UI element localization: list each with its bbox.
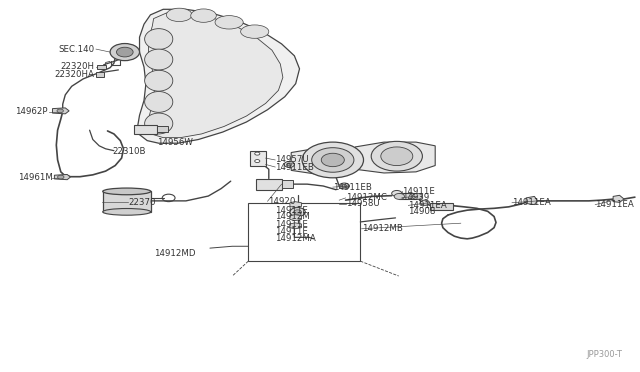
Circle shape xyxy=(312,148,354,172)
Text: 14911E: 14911E xyxy=(275,206,308,215)
Polygon shape xyxy=(613,195,624,202)
Text: 14911E: 14911E xyxy=(275,220,308,229)
Ellipse shape xyxy=(145,29,173,49)
Text: 14911EA: 14911EA xyxy=(512,198,551,207)
Bar xyxy=(157,126,168,132)
Circle shape xyxy=(290,208,305,217)
Polygon shape xyxy=(148,13,283,138)
Ellipse shape xyxy=(215,16,243,29)
Circle shape xyxy=(58,175,64,179)
Circle shape xyxy=(342,185,347,187)
Text: 14912M: 14912M xyxy=(275,212,310,221)
Text: 14939: 14939 xyxy=(402,193,429,202)
Text: SEC.140: SEC.140 xyxy=(59,45,95,54)
Text: 14911EA: 14911EA xyxy=(408,201,447,210)
Polygon shape xyxy=(290,215,301,221)
Circle shape xyxy=(110,44,140,61)
Bar xyxy=(97,65,106,69)
Text: 14908: 14908 xyxy=(408,207,436,216)
Text: 14911E: 14911E xyxy=(275,227,308,236)
Bar xyxy=(430,203,453,210)
Circle shape xyxy=(420,200,429,205)
Circle shape xyxy=(57,109,63,113)
Polygon shape xyxy=(52,108,69,114)
Ellipse shape xyxy=(166,8,192,22)
Bar xyxy=(134,125,157,134)
Text: 14911EB: 14911EB xyxy=(275,163,314,171)
Text: 14911EA: 14911EA xyxy=(595,200,634,209)
Polygon shape xyxy=(290,202,301,208)
Ellipse shape xyxy=(145,49,173,70)
Bar xyxy=(102,191,150,212)
Bar xyxy=(399,193,417,199)
Text: 14958U: 14958U xyxy=(346,199,380,208)
Circle shape xyxy=(371,141,422,171)
Ellipse shape xyxy=(191,9,216,22)
Bar xyxy=(248,203,360,261)
Polygon shape xyxy=(355,142,435,173)
Text: 14911E: 14911E xyxy=(402,187,435,196)
Text: 14912MC: 14912MC xyxy=(346,193,387,202)
Text: 14912MD: 14912MD xyxy=(154,249,195,258)
Ellipse shape xyxy=(145,92,173,112)
Circle shape xyxy=(321,153,344,167)
Bar xyxy=(250,151,266,166)
Text: 22320HA: 22320HA xyxy=(55,70,95,79)
Bar xyxy=(256,179,282,190)
Polygon shape xyxy=(526,196,538,205)
Polygon shape xyxy=(138,9,300,143)
Text: JPP300-T: JPP300-T xyxy=(586,350,622,359)
Circle shape xyxy=(339,183,349,189)
Text: 14912MA: 14912MA xyxy=(275,234,316,243)
Bar xyxy=(282,180,293,188)
Text: 14956W: 14956W xyxy=(157,138,193,147)
Text: 14957U: 14957U xyxy=(275,155,309,164)
Ellipse shape xyxy=(241,25,269,38)
Circle shape xyxy=(381,147,413,166)
Text: 14961M: 14961M xyxy=(18,173,52,182)
Polygon shape xyxy=(54,174,70,180)
Text: 22310B: 22310B xyxy=(112,147,145,156)
Text: 14911EB: 14911EB xyxy=(333,183,372,192)
Bar xyxy=(96,72,104,77)
Circle shape xyxy=(412,193,422,199)
Ellipse shape xyxy=(102,188,151,195)
Text: 22320H: 22320H xyxy=(61,62,95,71)
Circle shape xyxy=(394,193,404,199)
Circle shape xyxy=(255,160,260,163)
Ellipse shape xyxy=(102,208,151,215)
Circle shape xyxy=(287,163,292,166)
Polygon shape xyxy=(290,223,301,229)
Text: 14962P: 14962P xyxy=(15,107,48,116)
Polygon shape xyxy=(291,149,358,174)
Circle shape xyxy=(255,152,260,155)
Ellipse shape xyxy=(145,70,173,91)
Circle shape xyxy=(284,161,294,167)
Circle shape xyxy=(302,142,364,178)
Text: 14912MB: 14912MB xyxy=(362,224,403,233)
Ellipse shape xyxy=(145,113,173,134)
Circle shape xyxy=(392,190,402,196)
Circle shape xyxy=(294,210,301,214)
Circle shape xyxy=(116,47,133,57)
Text: 14920: 14920 xyxy=(268,197,295,206)
Text: 22370: 22370 xyxy=(128,198,156,207)
